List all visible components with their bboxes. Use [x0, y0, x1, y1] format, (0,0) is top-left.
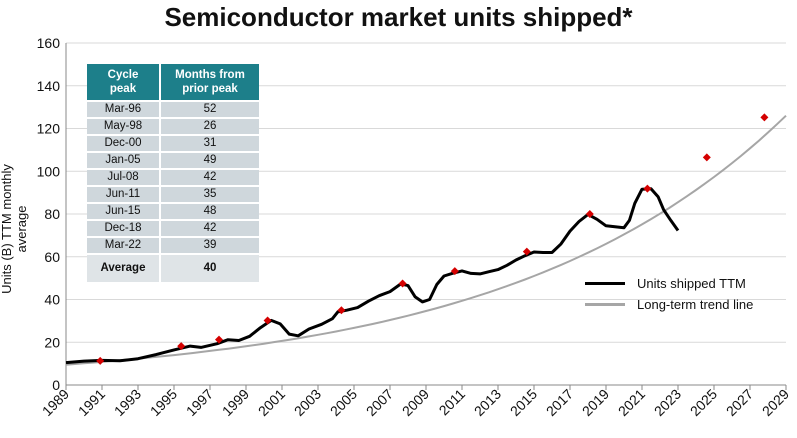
cycle-peak-cell: Jan-05: [87, 153, 161, 168]
x-tick-label: 2027: [723, 386, 756, 419]
header-months-from-prior-peak: Months from prior peak: [161, 64, 259, 100]
peak-marker: [215, 335, 223, 344]
table-row: Mar-96 52: [87, 102, 259, 117]
cycle-peak-cell: Jul-08: [87, 170, 161, 185]
legend-item-trend-line: Long-term trend line: [585, 294, 753, 315]
units-shipped-line: [65, 187, 680, 365]
header-months-line1: Months from: [175, 69, 245, 81]
header-cycle-peak-line2: peak: [109, 83, 137, 95]
table-header-row: Cycle peak Months from prior peak: [87, 64, 259, 100]
x-tick-label: 2017: [543, 386, 576, 419]
x-tick-label: 1991: [75, 386, 108, 419]
header-cycle-peak-line1: Cycle: [107, 69, 139, 81]
x-tick-label: 2029: [759, 386, 792, 419]
trend-line: [65, 114, 787, 366]
table-row: Jan-05 49: [87, 153, 259, 168]
peak-marker: [702, 153, 711, 162]
peak-marker: [760, 113, 769, 122]
months-cell: 49: [161, 153, 259, 168]
peak-marker: [263, 316, 272, 325]
legend-swatch-units-shipped: [585, 282, 625, 285]
legend-swatch-trend-line: [585, 303, 625, 306]
peak-marker: [450, 267, 459, 276]
months-cell: 31: [161, 136, 259, 151]
peak-marker: [643, 184, 652, 193]
table-row: Jun-11 35: [87, 187, 259, 202]
x-tick-label: 2021: [615, 386, 648, 419]
x-tick-label: 2025: [687, 386, 720, 419]
peak-marker: [337, 306, 346, 315]
y-tick-label: 140: [37, 78, 61, 94]
peak-marker: [398, 279, 407, 288]
cycle-peak-cell: Dec-18: [87, 221, 161, 236]
x-tick-label: 1993: [111, 386, 144, 419]
average-label: Average: [87, 255, 161, 282]
chart-title: Semiconductor market units shipped*: [164, 2, 633, 32]
y-tick-label: 0: [52, 377, 60, 393]
y-tick-label: 40: [44, 292, 60, 308]
months-cell: 42: [161, 170, 259, 185]
x-tick-label: 2003: [291, 386, 324, 419]
x-tick-label: 1989: [39, 386, 72, 419]
table-row: Dec-18 42: [87, 221, 259, 236]
x-tick-label: 2019: [579, 386, 612, 419]
table-body: Mar-96 52 May-98 26 Dec-00 31 Jan-05 49 Jul-08 42…: [87, 102, 259, 253]
months-cell: 26: [161, 119, 259, 134]
x-tick-label: 1997: [183, 386, 216, 419]
table-row: Mar-22 39: [87, 238, 259, 253]
x-tick-label: 2013: [471, 386, 504, 419]
x-tick-label: 2009: [399, 386, 432, 419]
x-tick-label: 2011: [436, 386, 469, 419]
x-tick-label: 2005: [327, 386, 360, 419]
legend-label-trend-line: Long-term trend line: [637, 297, 754, 312]
table-row: Jun-15 48: [87, 204, 259, 219]
cycle-peak-cell: Mar-22: [87, 238, 161, 253]
cycle-peak-cell: Dec-00: [87, 136, 161, 151]
months-cell: 48: [161, 204, 259, 219]
y-tick-label: 100: [37, 163, 61, 179]
cycle-peak-table: Cycle peak Months from prior peak Mar-96…: [87, 62, 259, 284]
x-tick-label: 2015: [507, 386, 540, 419]
legend-label-units-shipped: Units shipped TTM: [637, 276, 746, 291]
months-cell: 42: [161, 221, 259, 236]
header-cycle-peak: Cycle peak: [87, 64, 161, 100]
months-cell: 52: [161, 102, 259, 117]
y-tick-label: 160: [37, 35, 61, 51]
table-row: Dec-00 31: [87, 136, 259, 151]
table-row: May-98 26: [87, 119, 259, 134]
cycle-peak-cell: Jun-15: [87, 204, 161, 219]
cycle-peak-cell: May-98: [87, 119, 161, 134]
x-tick-label: 2023: [651, 386, 684, 419]
y-tick-label: 80: [44, 206, 60, 222]
y-axis-label: Units (B) TTM monthly average: [0, 164, 29, 294]
peak-marker: [522, 247, 531, 256]
y-tick-label: 60: [44, 249, 60, 265]
chart-legend: Units shipped TTM Long-term trend line: [585, 273, 753, 315]
x-tick-label: 1999: [219, 386, 252, 419]
cycle-peak-cell: Jun-11: [87, 187, 161, 202]
table-average-row: Average 40: [87, 255, 259, 282]
peak-marker: [585, 210, 594, 218]
y-tick-label: 120: [37, 121, 61, 137]
cycle-peak-cell: Mar-96: [87, 102, 161, 117]
peak-marker: [177, 342, 186, 351]
x-tick-label: 2001: [255, 386, 288, 419]
peak-marker: [96, 356, 105, 365]
y-tick-label: 20: [44, 334, 60, 350]
months-cell: 35: [161, 187, 259, 202]
header-months-line2: prior peak: [182, 83, 238, 95]
months-cell: 39: [161, 238, 259, 253]
average-value: 40: [161, 255, 259, 282]
x-tick-label: 2007: [363, 386, 396, 419]
legend-item-units-shipped: Units shipped TTM: [585, 273, 753, 294]
table-row: Jul-08 42: [87, 170, 259, 185]
x-tick-label: 1995: [147, 386, 180, 419]
